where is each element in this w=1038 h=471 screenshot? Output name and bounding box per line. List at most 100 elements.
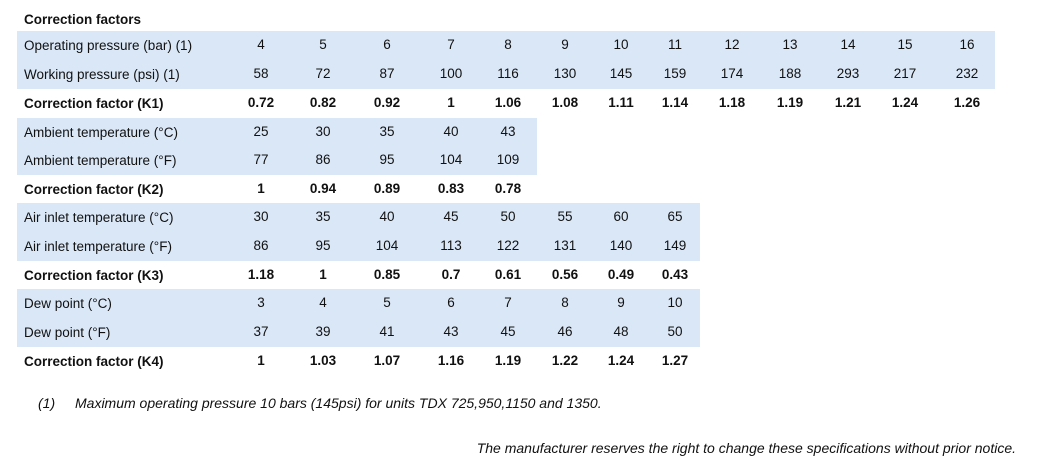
table-cell: 30 bbox=[253, 209, 269, 224]
table-cell: 6 bbox=[447, 295, 455, 310]
table-cell: 1.26 bbox=[953, 95, 981, 110]
table-cell: 131 bbox=[553, 238, 577, 253]
row-label: Correction factor (K4) bbox=[24, 354, 164, 369]
disclaimer: The manufacturer reserves the right to c… bbox=[476, 440, 1016, 456]
table-cell: 159 bbox=[663, 66, 687, 81]
table-cell: 46 bbox=[557, 324, 573, 339]
table-cell: 1.18 bbox=[718, 95, 746, 110]
table-cell: 1.27 bbox=[661, 353, 689, 368]
table-cell: 7 bbox=[447, 37, 455, 52]
table-cell: 1.11 bbox=[608, 95, 634, 110]
row-label: Ambient temperature (°C) bbox=[24, 125, 178, 140]
table-cell: 0.89 bbox=[373, 181, 401, 196]
table-row: Air inlet temperature (°C) 30 35 40 45 50 55 60… bbox=[17, 203, 700, 232]
table-row: Dew point (°F) 37 39 41 43 45 46 48 50 bbox=[17, 318, 700, 347]
table-cell: 0.92 bbox=[373, 95, 401, 110]
row-label: Working pressure (psi) (1) bbox=[24, 67, 180, 82]
row-label: Correction factor (K3) bbox=[24, 268, 164, 283]
table-cell: 86 bbox=[315, 152, 331, 167]
table-cell: 5 bbox=[319, 37, 327, 52]
footnote-text: Maximum operating pressure 10 bars (145p… bbox=[75, 395, 602, 411]
table-cell: 3 bbox=[257, 295, 265, 310]
table-cell: 232 bbox=[955, 66, 979, 81]
row-label: Correction factor (K1) bbox=[24, 96, 164, 111]
table-cell: 9 bbox=[561, 37, 569, 52]
row-label: Air inlet temperature (°F) bbox=[24, 239, 172, 254]
correction-factor-row: Correction factor (K2) 1 0.94 0.89 0.83 0.78 bbox=[17, 175, 537, 204]
table-cell: 43 bbox=[500, 124, 516, 139]
table-title: Correction factors bbox=[24, 12, 142, 27]
correction-factor-row: Correction factor (K3) 1.18 1 0.85 0.7 0.61 0.… bbox=[17, 261, 700, 290]
table-cell: 77 bbox=[253, 152, 269, 167]
table-row: Ambient temperature (°C) 25 30 35 40 43 bbox=[17, 118, 537, 147]
table-cell: 1.18 bbox=[247, 267, 275, 282]
table-cell: 1 bbox=[257, 181, 265, 196]
table-cell: 217 bbox=[893, 66, 917, 81]
table-cell: 0.56 bbox=[551, 267, 579, 282]
row-label: Correction factor (K2) bbox=[24, 182, 164, 197]
table-cell: 40 bbox=[379, 209, 395, 224]
table-cell: 130 bbox=[553, 66, 577, 81]
table-cell: 1.06 bbox=[494, 95, 522, 110]
table-cell: 0.83 bbox=[437, 181, 465, 196]
table-cell: 0.94 bbox=[309, 181, 337, 196]
table-cell: 40 bbox=[443, 124, 459, 139]
table-cell: 50 bbox=[500, 209, 516, 224]
table-cell: 0.85 bbox=[373, 267, 401, 282]
table-cell: 140 bbox=[609, 238, 633, 253]
table-cell: 4 bbox=[319, 295, 327, 310]
table-cell: 0.7 bbox=[441, 267, 461, 282]
row-label: Dew point (°C) bbox=[24, 296, 112, 311]
table-cell: 4 bbox=[257, 37, 265, 52]
table-cell: 8 bbox=[504, 37, 512, 52]
table-cell: 41 bbox=[379, 324, 395, 339]
table-cell: 1.03 bbox=[309, 353, 337, 368]
table-row: Dew point (°C) 3 4 5 6 7 8 9 10 bbox=[17, 289, 700, 318]
row-label: Operating pressure (bar) (1) bbox=[24, 38, 193, 53]
table-cell: 37 bbox=[253, 324, 269, 339]
table-cell: 15 bbox=[897, 37, 913, 52]
table-cell: 35 bbox=[315, 209, 331, 224]
table-cell: 7 bbox=[504, 295, 512, 310]
table-cell: 55 bbox=[557, 209, 573, 224]
correction-factor-row: Correction factor (K4) 1 1.03 1.07 1.16 1.19 1… bbox=[17, 347, 700, 376]
table-cell: 1.08 bbox=[551, 95, 579, 110]
table-cell: 1.22 bbox=[551, 353, 579, 368]
row-label: Ambient temperature (°F) bbox=[24, 153, 177, 168]
table-cell: 1.24 bbox=[607, 353, 635, 368]
table-cell: 293 bbox=[836, 66, 860, 81]
row-label: Dew point (°F) bbox=[24, 325, 111, 340]
table-cell: 5 bbox=[383, 295, 391, 310]
table-row: Operating pressure (bar) (1) 4 5 6 7 8 9 10 11 12… bbox=[17, 31, 995, 60]
table-cell: 109 bbox=[496, 152, 520, 167]
table-cell: 104 bbox=[375, 238, 399, 253]
table-cell: 104 bbox=[439, 152, 463, 167]
table-row: Working pressure (psi) (1) 58 72 87 100 116 13… bbox=[17, 60, 995, 89]
table-cell: 0.72 bbox=[247, 95, 275, 110]
table-cell: 11 bbox=[667, 37, 682, 52]
table-cell: 0.78 bbox=[494, 181, 522, 196]
table-cell: 116 bbox=[497, 66, 519, 81]
table-cell: 1.07 bbox=[373, 353, 401, 368]
table-cell: 25 bbox=[253, 124, 269, 139]
table-cell: 0.43 bbox=[661, 267, 689, 282]
table-cell: 188 bbox=[778, 66, 802, 81]
table-cell: 13 bbox=[782, 37, 798, 52]
table-cell: 58 bbox=[253, 66, 269, 81]
table-cell: 1 bbox=[319, 267, 327, 282]
table-cell: 12 bbox=[724, 37, 740, 52]
table-cell: 100 bbox=[439, 66, 463, 81]
table-cell: 43 bbox=[443, 324, 459, 339]
table-cell: 113 bbox=[440, 238, 462, 253]
table-cell: 14 bbox=[840, 37, 856, 52]
table-cell: 1 bbox=[257, 353, 265, 368]
table-cell: 30 bbox=[315, 124, 331, 139]
table-cell: 45 bbox=[500, 324, 516, 339]
table-cell: 10 bbox=[613, 37, 629, 52]
table-cell: 39 bbox=[315, 324, 331, 339]
table-cell: 1 bbox=[447, 95, 455, 110]
table-row: Ambient temperature (°F) 77 86 95 104 109 bbox=[17, 146, 537, 175]
table-cell: 122 bbox=[496, 238, 520, 253]
row-label: Air inlet temperature (°C) bbox=[24, 210, 174, 225]
table-cell: 72 bbox=[315, 66, 331, 81]
